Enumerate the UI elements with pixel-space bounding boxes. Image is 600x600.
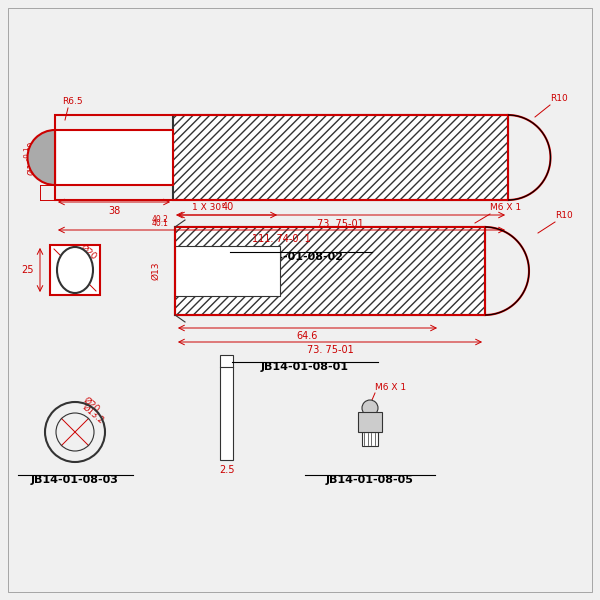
Text: 40: 40 [221, 202, 233, 212]
Text: M6 X 1: M6 X 1 [490, 203, 521, 212]
Bar [173, 115, 508, 200]
Text: R10: R10 [555, 211, 573, 220]
Bar [175, 227, 485, 315]
Text: Ø13: Ø13 [151, 262, 160, 280]
Text: 111. 74-0. 1: 111. 74-0. 1 [252, 234, 311, 244]
Text: 2.5: 2.5 [219, 465, 234, 475]
Text: Ø20: Ø20 [78, 244, 98, 262]
Text: Ø13   -0: Ø13 -0 [28, 142, 37, 175]
Wedge shape [28, 130, 55, 185]
Text: JB14-01-08-02: JB14-01-08-02 [256, 252, 344, 262]
Text: JB14-01-08-01: JB14-01-08-01 [261, 362, 349, 372]
Bar [175, 227, 485, 315]
Bar [55, 130, 173, 185]
Text: 40.1: 40.1 [151, 219, 168, 228]
Text: M6 X 1: M6 X 1 [375, 383, 406, 392]
Text: 73. 75-01: 73. 75-01 [307, 345, 353, 355]
Text: 64.6: 64.6 [297, 331, 318, 341]
Text: 73. 75-01: 73. 75-01 [317, 219, 364, 229]
Bar [362, 432, 378, 446]
Text: JB14-01-08-05: JB14-01-08-05 [326, 475, 414, 485]
Text: Ø20: Ø20 [81, 395, 101, 414]
Text: 40.2: 40.2 [151, 215, 168, 224]
Polygon shape [358, 412, 382, 432]
Text: 25: 25 [22, 265, 34, 275]
Text: R10: R10 [550, 94, 568, 103]
Ellipse shape [57, 247, 93, 293]
Text: Ø13.2: Ø13.2 [80, 403, 105, 426]
Bar [50, 245, 100, 295]
Bar [175, 246, 280, 296]
Text: 38: 38 [108, 206, 120, 216]
Bar [220, 355, 233, 460]
Bar [55, 115, 508, 200]
Text: R6.5: R6.5 [62, 97, 83, 106]
Circle shape [362, 400, 378, 416]
Text: 1 X 30°: 1 X 30° [192, 203, 226, 212]
Text: JB14-01-08-03: JB14-01-08-03 [31, 475, 119, 485]
Text: -0.1: -0.1 [24, 146, 30, 176]
